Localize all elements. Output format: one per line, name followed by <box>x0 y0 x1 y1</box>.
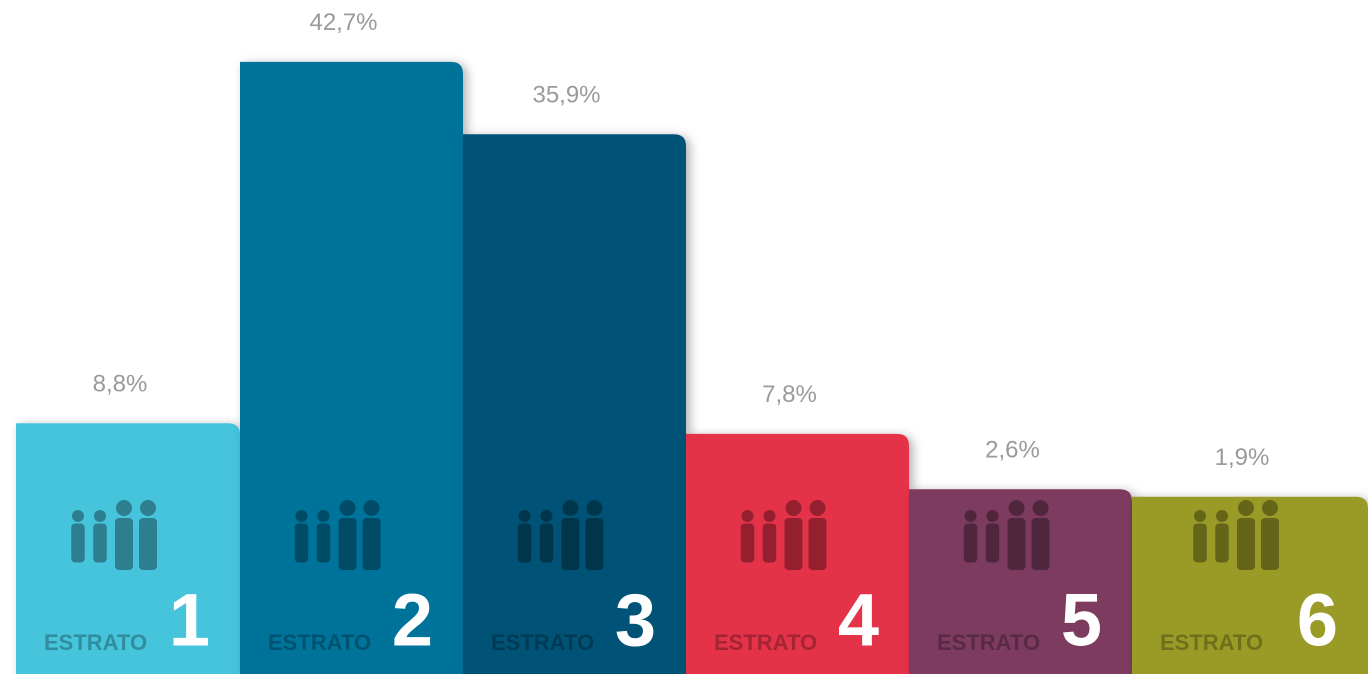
category-label: 4 <box>838 579 879 662</box>
icon-body <box>784 518 803 570</box>
icon-body <box>1031 518 1050 570</box>
icon-head <box>363 500 380 516</box>
icon-body <box>115 518 133 570</box>
icon-head <box>518 510 531 522</box>
icon-head <box>562 500 579 516</box>
icon-body <box>539 523 554 563</box>
bar-group: 42,7% ESTRATO 2 <box>240 9 479 674</box>
value-label: 7,8% <box>762 381 817 408</box>
icon-body <box>1007 518 1026 570</box>
icon-head <box>586 500 603 516</box>
icon-head <box>964 510 977 522</box>
icon-body <box>808 518 827 570</box>
category-label: 2 <box>392 579 433 662</box>
icon-body <box>71 523 85 563</box>
icon-head <box>1008 500 1025 516</box>
icon-head <box>94 510 106 522</box>
category-label: 5 <box>1061 579 1102 662</box>
category-prefix: ESTRATO <box>491 630 594 655</box>
value-label: 35,9% <box>532 82 600 109</box>
icon-body <box>585 518 604 570</box>
icon-body <box>93 523 107 563</box>
bar-group: 7,8% ESTRATO 4 <box>686 381 925 674</box>
category-prefix: ESTRATO <box>1160 630 1263 655</box>
icon-head <box>741 510 754 522</box>
icon-body <box>362 518 381 570</box>
icon-head <box>1032 500 1049 516</box>
icon-body <box>561 518 580 570</box>
icon-head <box>986 510 999 522</box>
icon-head <box>540 510 553 522</box>
icon-body <box>1237 518 1255 570</box>
bar-group: 1,9% ESTRATO 6 <box>1132 444 1368 674</box>
bar <box>16 423 240 674</box>
icon-head <box>1216 510 1228 522</box>
icon-head <box>785 500 802 516</box>
bar <box>463 134 686 674</box>
icon-body <box>338 518 357 570</box>
icon-body <box>316 523 331 563</box>
icon-head <box>295 510 308 522</box>
icon-head <box>140 500 156 516</box>
bar-group: 2,6% ESTRATO 5 <box>909 437 1148 674</box>
bar-group: 35,9% ESTRATO 3 <box>463 82 702 674</box>
icon-body <box>1215 523 1229 563</box>
icon-head <box>809 500 826 516</box>
icon-head <box>1194 510 1206 522</box>
category-label: 1 <box>169 579 210 662</box>
category-prefix: ESTRATO <box>714 630 817 655</box>
icon-body <box>963 523 978 563</box>
icon-body <box>1261 518 1279 570</box>
bar <box>686 433 909 674</box>
icon-head <box>1238 500 1254 516</box>
bar <box>240 61 463 674</box>
value-label: 8,8% <box>93 371 148 398</box>
icon-body <box>294 523 309 563</box>
icon-body <box>1193 523 1207 563</box>
icon-head <box>72 510 84 522</box>
category-prefix: ESTRATO <box>44 630 147 655</box>
value-label: 2,6% <box>985 437 1040 464</box>
bars: 8,8% ESTRATO 1 42,7% ESTRATO 2 35,9% ESTRATO 3 7,… <box>16 9 1368 674</box>
icon-body <box>985 523 1000 563</box>
value-label: 1,9% <box>1215 444 1270 471</box>
icon-body <box>762 523 777 563</box>
icon-body <box>139 518 157 570</box>
bar-group: 8,8% ESTRATO 1 <box>16 371 256 674</box>
value-label: 42,7% <box>309 9 377 36</box>
category-prefix: ESTRATO <box>268 630 371 655</box>
icon-head <box>1262 500 1278 516</box>
icon-head <box>763 510 776 522</box>
category-prefix: ESTRATO <box>937 630 1040 655</box>
category-label: 3 <box>615 579 656 662</box>
category-label: 6 <box>1297 579 1338 662</box>
icon-body <box>740 523 755 563</box>
bar <box>1132 496 1368 674</box>
icon-head <box>339 500 356 516</box>
bar <box>909 489 1132 674</box>
icon-head <box>317 510 330 522</box>
icon-body <box>517 523 532 563</box>
icon-head <box>116 500 132 516</box>
